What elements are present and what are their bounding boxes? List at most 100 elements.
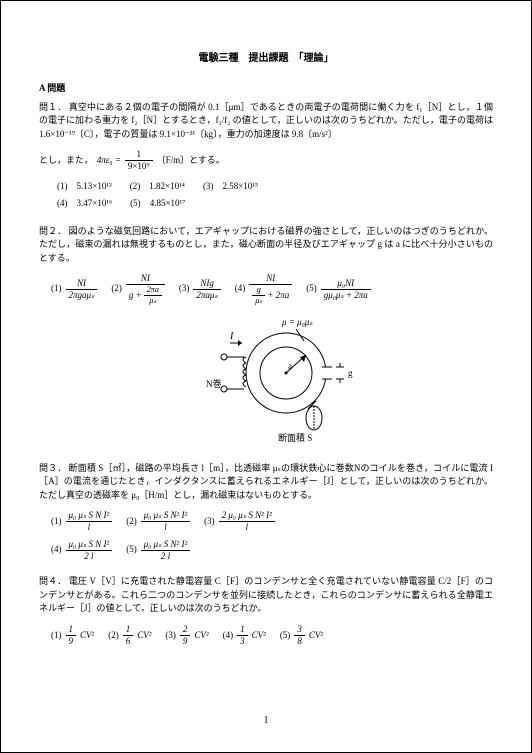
q2-c4dn: g <box>252 285 265 296</box>
q4-c4n: (4) <box>223 629 234 643</box>
q4-c5t: CV² <box>309 629 323 643</box>
q1-eps-frac: 1 9×10⁹ <box>125 149 153 172</box>
q2-c4dd: μₛ <box>252 296 265 306</box>
q2-c1: (1) NI2πgaμₛ <box>51 278 97 301</box>
q1-c2n: (2) <box>130 181 141 191</box>
q3-c4n: (4) <box>51 543 62 557</box>
q2-c5: (5) μ₀NIgμ₀μₛ + 2πa <box>306 278 371 301</box>
q1-c1n: (1) <box>57 181 68 191</box>
q4-c4num: 1 <box>237 624 248 636</box>
q4-c1: (1)19CV² <box>51 624 94 647</box>
q1-choices2: (4) 3.47×10¹⁶ (5) 4.85×10¹⁷ <box>57 197 493 211</box>
q3-c3n: (3) <box>204 515 215 529</box>
q3-c5den: 2 l <box>141 551 190 562</box>
q2-c4n: (4) <box>235 282 246 296</box>
q1-c3v: 2.58×10¹⁵ <box>222 181 258 191</box>
q3-label: 問３． <box>39 463 66 473</box>
q2-c3: (3) NIg2πaμₛ <box>179 278 221 301</box>
q3-c2: (2) μ₀ μₛ S N² I²l <box>126 510 190 533</box>
q4-c4den: 3 <box>237 636 248 647</box>
q2-c5den: gμ₀μₛ + 2πa <box>321 290 371 301</box>
q3-c4: (4)μ₀ μₛ S N I²2 l <box>51 539 112 562</box>
q4-c3num: 2 <box>180 624 191 636</box>
q3-c3num: 2 μ₀ μₛ S N² I² <box>219 510 275 522</box>
q2-c2dd: μₛ <box>144 296 162 306</box>
q1-label: 問１． <box>39 102 66 112</box>
q3-c5num: μ₀ μₛ S N² I² <box>141 539 190 551</box>
doc-title: 電験三種 提出課題 「理論」 <box>39 51 493 66</box>
q4-c5n: (5) <box>280 629 291 643</box>
problem-2: 問２． 図のような磁気回路において，エアギャップにおける磁界の強さとして，正しい… <box>39 225 493 448</box>
q2-label: 問２． <box>39 226 66 236</box>
q2-c2dn: 2πa <box>144 285 162 296</box>
q2-c4num: NI <box>249 273 292 285</box>
q1-c5n: (5) <box>130 198 141 208</box>
q3-c5: (5) μ₀ μₛ S N² I²2 l <box>126 539 190 562</box>
fig-g: g <box>348 368 353 378</box>
fig-i: I <box>229 331 234 342</box>
q4-c3: (3) 29CV² <box>165 624 208 647</box>
q4-c5den: 8 <box>294 636 305 647</box>
q2-c4den: gμₛ + 2πa <box>249 285 292 305</box>
q3-choices-row2: (4) μ₀ μₛ S N I² 2 l (5) μ₀ μₛ S N² I²2 l <box>51 539 493 562</box>
page-number: 1 <box>1 713 531 728</box>
q4-c2den: 6 <box>123 636 134 647</box>
q1-text2b: 〔F/m〕とする。 <box>157 154 225 168</box>
q1-c5: (5) 4.85×10¹⁷ <box>130 197 185 211</box>
q4-c1num: 1 <box>66 624 77 636</box>
q2-c3num: NIg <box>193 278 220 290</box>
q1-c4n: (4) <box>57 198 68 208</box>
q3-c2den: l <box>141 522 190 533</box>
q3-c1n: (1) <box>51 515 62 529</box>
q1-c3: (3) 2.58×10¹⁵ <box>203 180 258 194</box>
q2-figure: g N巻 I a μ = μ₀μₛ 断面積 <box>39 313 493 448</box>
q4-c3den: 9 <box>180 636 191 647</box>
q3-c3: (3)2 μ₀ μₛ S N² I²l <box>204 510 275 533</box>
q2-c4g: + 2πa <box>267 290 289 301</box>
q4-label: 問４． <box>39 576 66 586</box>
q4-c3t: CV² <box>194 629 208 643</box>
q1-c4: (4) 3.47×10¹⁶ <box>57 197 112 211</box>
q3-c2n: (2) <box>126 515 137 529</box>
q4-c2t: CV² <box>137 629 151 643</box>
q1-c2: (2) 1.82×10¹⁴ <box>130 180 185 194</box>
q4-c3n: (3) <box>165 629 176 643</box>
q4-c1den: 9 <box>66 636 77 647</box>
fig-mu: μ = μ₀μₛ <box>281 317 313 327</box>
q1-text2a: とし，また， <box>39 154 93 168</box>
q4-text: 問４． 電圧 V［V］に充電された静電容量 C［F］のコンデンサと全く充電されて… <box>39 575 493 616</box>
q2-c2num: NI <box>126 273 165 285</box>
q2-c2den: g + 2πaμₛ <box>126 285 165 305</box>
q2-choices: (1) NI2πgaμₛ (2) NI g + 2πaμₛ (3) NIg2πa… <box>51 273 493 305</box>
q3-c4num: μ₀ μₛ S N I² <box>66 539 113 551</box>
q2-c1n: (1) <box>51 282 62 296</box>
q2-text: 問２． 図のような磁気回路において，エアギャップにおける磁界の強さとして，正しい… <box>39 225 493 266</box>
q2-c5num: μ₀NI <box>321 278 371 290</box>
q4-c4t: CV² <box>252 629 266 643</box>
q1-eps-lhs: 4πε₀ = <box>97 154 121 168</box>
q2-c5n: (5) <box>306 282 317 296</box>
q3-c2num: μ₀ μₛ S N² I² <box>141 510 190 522</box>
q2-body: 図のような磁気回路において，エアギャップにおける磁界の強さとして，正しいのはつぎ… <box>39 226 493 263</box>
q3-body: 断面積 S［㎡］，磁路の平均長さ l［m］，比透磁率 μₛの環状鉄心に巻数Nのコ… <box>39 463 493 500</box>
magnetic-circuit-diagram: g N巻 I a μ = μ₀μₛ 断面積 <box>156 313 376 443</box>
q2-c3den: 2πaμₛ <box>193 290 220 301</box>
q4-c5num: 3 <box>294 624 305 636</box>
q3-c1num: μ₀ μₛ S N I² <box>66 510 113 522</box>
q1-text2: とし，また， 4πε₀ = 1 9×10⁹ 〔F/m〕とする。 <box>39 149 493 172</box>
q4-c4: (4)13 CV² <box>223 624 266 647</box>
q3-text: 問３． 断面積 S［㎡］，磁路の平均長さ l［m］，比透磁率 μₛの環状鉄心に巻… <box>39 462 493 503</box>
q1-c4v: 3.47×10¹⁶ <box>77 198 113 208</box>
q2-c1den: 2πgaμₛ <box>66 290 98 301</box>
q1-c1v: 5.13×10¹³ <box>77 181 112 191</box>
q4-c2: (2)16CV² <box>108 624 151 647</box>
q1-c2v: 1.82×10¹⁴ <box>149 181 185 191</box>
q2-c2: (2) NI g + 2πaμₛ <box>111 273 164 305</box>
q3-c1den: l <box>66 522 113 533</box>
q4-c2num: 1 <box>123 624 134 636</box>
q3-c5n: (5) <box>126 543 137 557</box>
q1-eps-num: 1 <box>125 149 153 161</box>
q2-c2g: g + <box>129 290 142 301</box>
q1-c5v: 4.85×10¹⁷ <box>150 198 186 208</box>
q1-eps-den: 9×10⁹ <box>125 161 153 172</box>
